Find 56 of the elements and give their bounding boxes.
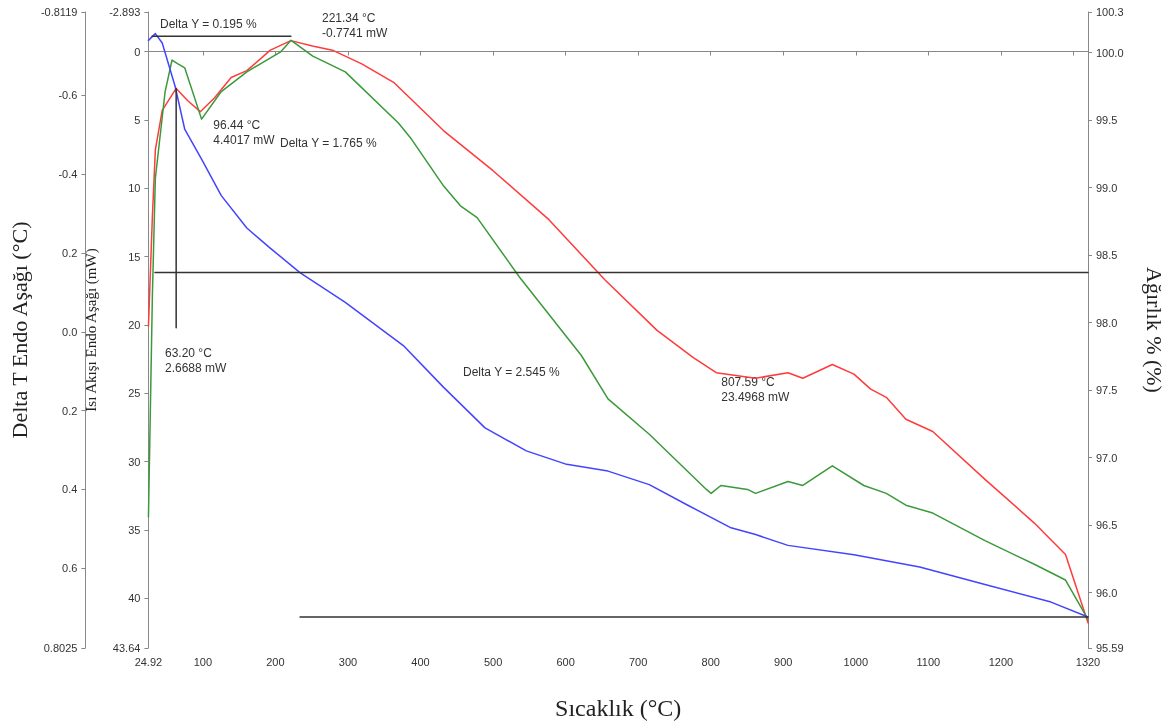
annotation: 96.44 °C 4.4017 mW [213,118,276,148]
y3-axis-title: Delta T Endo Aşağı (°C) [6,221,32,439]
x-tick-label: 800 [701,655,720,668]
annotation: 807.59 °C 23.4968 mW [721,375,790,405]
y2-tick-label: 100.3 [1096,6,1124,18]
y-tick-label: 35 [128,523,141,536]
y-tick-label: 20 [128,318,141,331]
y2-tick-label: 97.5 [1096,384,1118,397]
y-tick-label: 43.64 [112,642,141,654]
y2-tick-label: 98.5 [1096,249,1118,262]
x-tick-label: 700 [629,655,648,668]
x-tick-label: 400 [411,655,430,668]
annotation: 63.20 °C 2.6688 mW [165,345,228,375]
y-tick-label: 40 [128,592,141,605]
y2-tick-label: 100.0 [1096,46,1124,59]
x-tick-label: 1000 [843,655,869,668]
x-tick-label: 600 [556,655,575,668]
x-tick-label: 900 [774,655,793,668]
annotation: Delta Y = 0.195 % [160,16,257,31]
y-tick-label: 30 [128,455,141,468]
annotation: 221.34 °C -0.7741 mW [322,10,389,40]
y3-tick-label: 0.4 [62,483,78,496]
y-tick-label: 25 [128,387,141,400]
x-tick-label: 500 [483,655,503,668]
y3-tick-label: -0.8119 [40,6,78,18]
y2-tick-label: 96.0 [1096,586,1118,599]
x-tick-label: 1100 [916,655,941,668]
x-axis-title: Sıcaklık (°C) [555,695,682,721]
y3-tick-label: 0.2 [62,404,78,417]
annotation: Delta Y = 2.545 % [463,364,560,379]
y-axis-title: Isı Akışı Endo Aşağı (mW) [82,248,100,412]
y3-tick-label: 0.0 [62,325,78,338]
x-tick-label: 200 [266,655,285,668]
y3-tick-label: 0.8025 [43,642,78,654]
y3-tick-label: 0.6 [62,562,78,575]
y2-tick-label: 99.5 [1096,114,1118,127]
annotation: Delta Y = 1.765 % [280,135,377,150]
x-tick-label: 24.92 [134,655,163,668]
x-tick-label: 1200 [988,655,1014,668]
y-tick-label: 5 [134,113,141,126]
y-tick-label: 0 [134,45,141,58]
x-tick-label: 100 [193,655,213,668]
y2-tick-label: 95.59 [1096,642,1124,654]
y2-tick-label: 97.0 [1096,451,1118,464]
y3-tick-label: -0.6 [58,89,78,102]
y2-tick-label: 98.0 [1096,316,1118,329]
y3-tick-label: -0.4 [58,168,78,181]
y2-tick-label: 96.5 [1096,519,1118,532]
x-tick-label: 1320 [1075,655,1101,668]
x-tick-label: 300 [338,655,358,668]
y2-tick-label: 99.0 [1096,181,1118,194]
y2-axis-title: Ağırlık % (%) [1141,267,1167,393]
y-tick-label: 10 [128,182,141,195]
y-tick-label: 15 [128,250,141,263]
y-tick-label: -2.893 [109,6,141,18]
y3-tick-label: 0.2 [62,247,78,260]
